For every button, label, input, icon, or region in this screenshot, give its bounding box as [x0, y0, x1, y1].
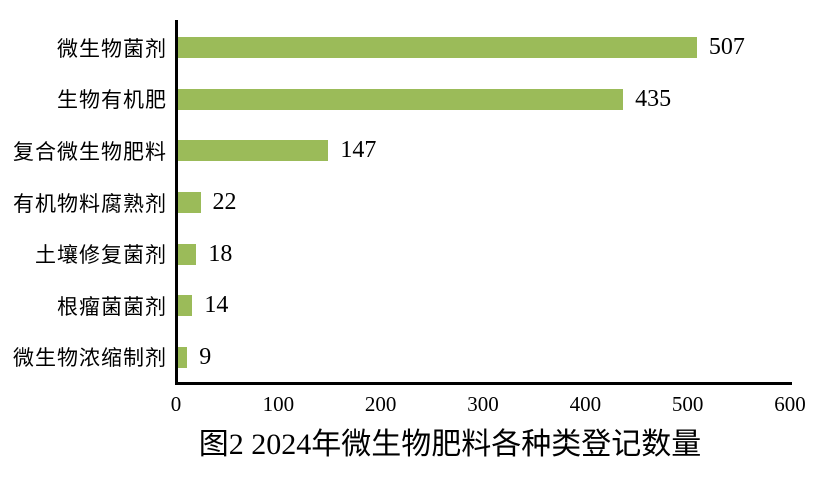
x-tick-label: 600: [774, 392, 806, 416]
bar-row: 微生物菌剂 507: [0, 22, 829, 74]
bar-row: 有机物料腐熟剂 22: [0, 177, 829, 229]
category-label: 微生物菌剂: [57, 36, 167, 61]
bar-value-label: 18: [208, 240, 233, 267]
x-tick-label: 500: [671, 392, 704, 416]
bar-zone: 507: [178, 34, 829, 61]
bar: [178, 295, 193, 317]
axis-frame: [175, 20, 792, 385]
category-label: 复合微生物肥料: [13, 139, 167, 164]
x-axis-ticks: 0 100 200 300 400 500 600: [0, 392, 829, 420]
bar-value-label: 507: [708, 34, 745, 61]
bar-zone: 9: [178, 344, 829, 371]
bar-rows: 微生物菌剂 507 生物有机肥 435 复合微生物肥料 147 有机物料腐熟剂 22 土壤修复菌…: [0, 22, 829, 383]
x-tick-label: 300: [467, 392, 499, 416]
bar-value-label: 22: [212, 189, 237, 216]
bar-value-label: 9: [199, 343, 212, 370]
bar-value-label: 435: [635, 85, 672, 112]
bar: [178, 37, 697, 59]
x-tick-label: 200: [364, 392, 397, 416]
bar-zone: 435: [178, 86, 829, 113]
bar-row: 复合微生物肥料 147: [0, 125, 829, 177]
bar-row: 生物有机肥 435: [0, 74, 829, 126]
bar-zone: 18: [178, 241, 829, 268]
bar-row: 微生物浓缩制剂 9: [0, 331, 829, 383]
chart-title: 图2 2024年微生物肥料各种类登记数量: [198, 428, 702, 461]
category-label: 土壤修复菌剂: [35, 243, 167, 268]
bar: [178, 140, 329, 162]
bar: [178, 346, 188, 368]
x-tick-label: 0: [170, 392, 182, 416]
bar-zone: 147: [178, 137, 829, 164]
bar: [178, 243, 197, 265]
category-label: 根瘤菌菌剂: [57, 294, 167, 319]
bar-zone: 14: [178, 292, 829, 319]
x-tick-label: 400: [569, 392, 602, 416]
bar-value-label: 14: [204, 292, 229, 319]
bar-row: 根瘤菌菌剂 14: [0, 280, 829, 332]
category-label: 生物有机肥: [57, 88, 167, 113]
bar: [178, 192, 201, 214]
category-label: 微生物浓缩制剂: [13, 346, 167, 371]
bar-value-label: 147: [340, 137, 377, 164]
bar-zone: 22: [178, 189, 829, 216]
bar-row: 土壤修复菌剂 18: [0, 228, 829, 280]
bar: [178, 88, 624, 110]
x-tick-label: 100: [262, 392, 295, 416]
category-label: 有机物料腐熟剂: [13, 191, 167, 216]
